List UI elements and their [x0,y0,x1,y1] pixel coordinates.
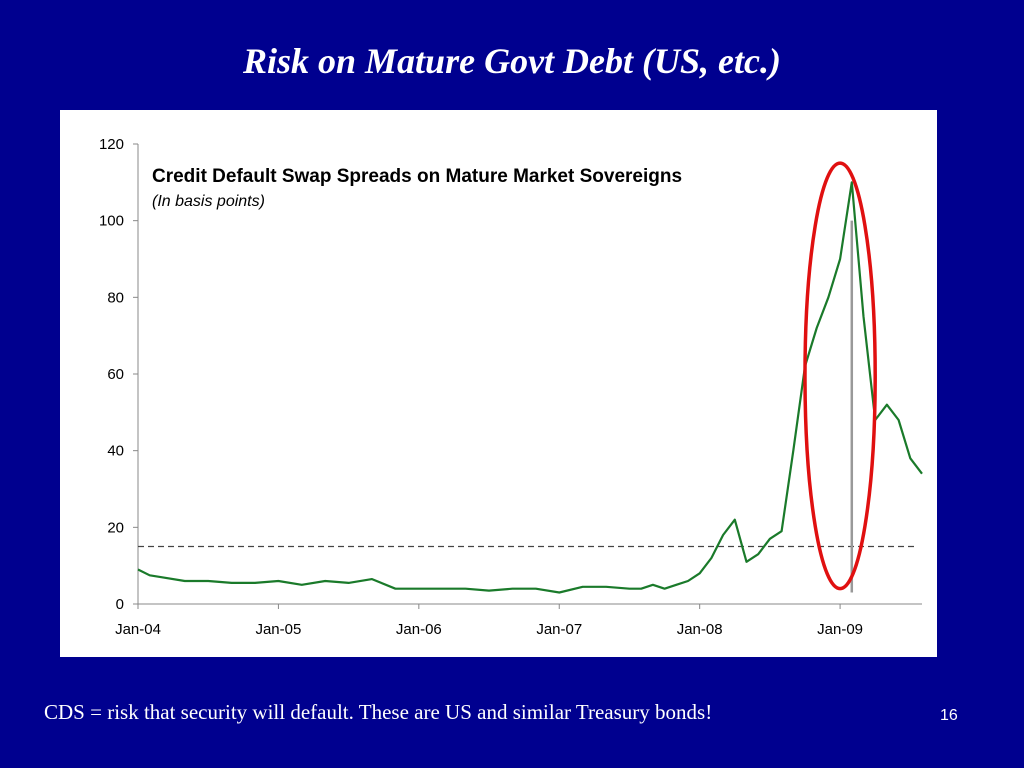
x-tick-label: Jan-04 [115,621,161,638]
x-tick-label: Jan-09 [817,621,863,638]
chart-series [137,181,923,594]
y-tick-label: 100 [99,213,124,230]
slide-title: Risk on Mature Govt Debt (US, etc.) [243,41,781,81]
x-tick-label: Jan-07 [536,621,582,638]
y-tick-label: 40 [107,443,124,460]
chart-title: Credit Default Swap Spreads on Mature Ma… [152,166,682,187]
y-tick-label: 80 [107,289,124,306]
y-tick-label: 20 [107,519,124,536]
slide-number: 16 [940,707,958,724]
y-tick-label: 60 [107,366,124,383]
y-tick-label: 0 [116,596,124,613]
chart-overlay [803,161,877,593]
chart-subtitle: (In basis points) [152,193,265,210]
footer-caption: CDS = risk that security will default. T… [44,700,713,724]
cds-spread-chart: 0 20 40 60 80 100 120 Jan-04 Jan-05 Jan-06 Jan-07 J… [99,136,923,638]
series-line [137,181,923,594]
chart-axes: 0 20 40 60 80 100 120 Jan-04 Jan-05 Jan-06 Jan-07 J… [99,136,922,638]
x-tick-label: Jan-06 [396,621,442,638]
highlight-ellipse [803,161,877,591]
x-tick-label: Jan-05 [255,621,301,638]
x-tick-label: Jan-08 [677,621,723,638]
y-tick-label: 120 [99,136,124,153]
chart-panel: 0 20 40 60 80 100 120 Jan-04 Jan-05 Jan-06 Jan-07 J… [60,110,937,657]
